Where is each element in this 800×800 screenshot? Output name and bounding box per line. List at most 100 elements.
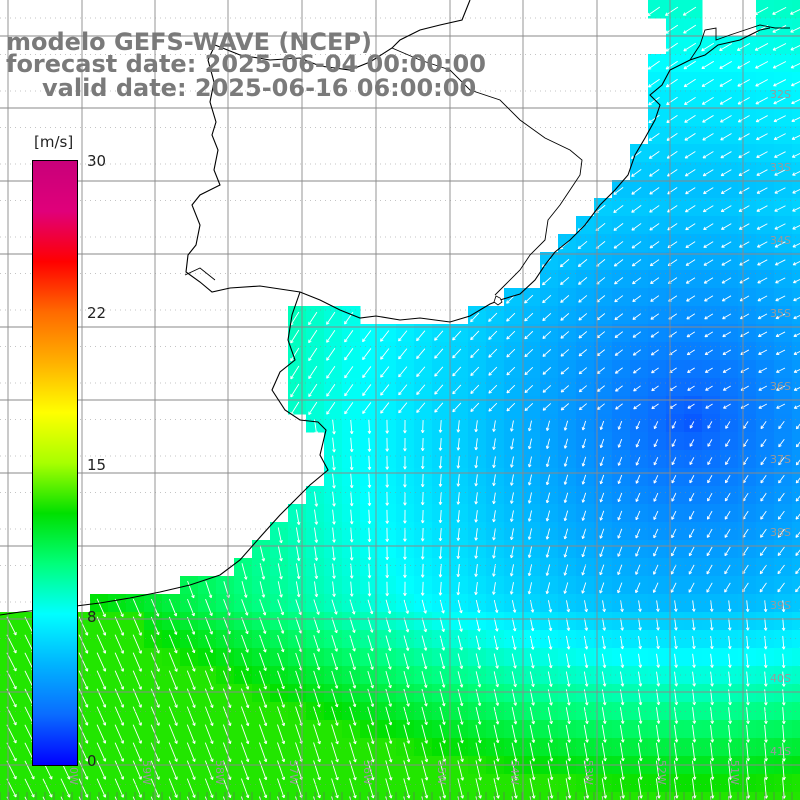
wind-arrow [665, 6, 679, 16]
legend-tick: 30 [87, 152, 107, 170]
wind-arrow [755, 61, 769, 69]
wind-arrow [648, 96, 660, 106]
wind-arrow [650, 277, 660, 285]
wind-arrow [702, 205, 714, 213]
wind-arrow [721, 259, 732, 266]
wind-arrow [738, 169, 750, 176]
wind-arrow [632, 295, 642, 303]
wind-cell [792, 396, 800, 415]
wind-arrow [686, 313, 696, 320]
lon-label: 59W [140, 760, 153, 785]
wind-arrow [792, 188, 800, 194]
wind-arrow [720, 205, 732, 213]
wind-arrow [721, 241, 732, 248]
lon-label: 58W [213, 760, 226, 785]
wind-arrow [774, 259, 786, 266]
wind-arrow [578, 277, 588, 285]
wind-arrow [773, 115, 786, 123]
wind-cell [792, 576, 800, 595]
wind-arrow [685, 187, 696, 195]
wind-arrow [362, 330, 372, 343]
wind-arrow [792, 278, 800, 284]
wind-arrow [719, 60, 733, 69]
wind-arrow [380, 330, 390, 342]
legend-tick: 15 [87, 456, 107, 474]
wind-arrow [704, 295, 714, 302]
wind-arrow [791, 152, 800, 158]
wind-cell [792, 684, 800, 703]
wind-arrow [754, 6, 769, 15]
wind-arrow [666, 114, 678, 123]
wind-arrow [632, 313, 642, 320]
wind-arrow [755, 79, 769, 87]
wind-arrow [685, 277, 696, 284]
wind-cell [792, 288, 800, 307]
wind-arrow [416, 330, 426, 342]
wind-arrow [613, 187, 624, 195]
wind-arrow [703, 259, 714, 266]
wind-arrow [721, 277, 732, 284]
wind-arrow [631, 205, 642, 213]
legend-tick: 8 [87, 608, 97, 626]
wind-arrow [756, 223, 768, 230]
wind-arrow [719, 42, 733, 52]
wind-arrow [649, 259, 660, 267]
wind-arrow [792, 170, 800, 176]
wind-arrow [703, 187, 714, 195]
wind-cell [792, 522, 800, 541]
wind-arrow [290, 329, 300, 344]
wind-arrow [577, 240, 588, 250]
wind-arrow [649, 205, 660, 213]
lat-label: 38S [770, 526, 791, 539]
wind-arrow [665, 78, 678, 88]
wind-arrow [702, 115, 714, 123]
lat-label: 33S [770, 161, 791, 174]
wind-arrow [722, 313, 732, 320]
wind-arrow [613, 204, 624, 213]
wind-arrow [614, 313, 624, 321]
wind-arrow [739, 277, 750, 284]
wind-arrow [308, 329, 318, 344]
wind-arrow [773, 133, 786, 141]
wind-arrow [792, 242, 800, 248]
lat-label: 40S [770, 672, 791, 685]
wind-arrow [684, 133, 696, 141]
wind-arrow [772, 7, 787, 15]
wind-arrow [326, 311, 336, 325]
wind-arrow [757, 277, 768, 284]
wind-arrow [772, 43, 787, 51]
wind-arrow [684, 96, 696, 105]
wind-arrow [701, 97, 714, 105]
wind-arrow [648, 114, 660, 124]
wind-arrow [542, 294, 552, 304]
wind-arrow [684, 115, 696, 123]
wind-cell [792, 0, 800, 19]
wind-arrow [720, 115, 732, 123]
wind-arrow [560, 313, 570, 321]
wind-arrow [703, 223, 714, 231]
wind-arrow [774, 151, 786, 158]
wind-arrow [631, 169, 642, 177]
wind-arrow [792, 206, 800, 212]
wind-arrow [791, 80, 800, 87]
valid-date: valid date: 2025-06-16 06:00:00 [42, 74, 477, 102]
wind-cell [792, 468, 800, 487]
wind-arrow [756, 133, 768, 141]
wind-cell [792, 450, 800, 469]
wind-arrow [308, 311, 318, 326]
wind-cell [792, 252, 800, 271]
wind-cell [792, 774, 800, 793]
wind-cell [792, 324, 800, 343]
lat-label: 32S [770, 88, 791, 101]
wind-arrow [559, 258, 570, 268]
wind-arrow [721, 295, 732, 302]
wind-arrow [774, 241, 786, 248]
forecast-date: forecast date: 2025-06-04 00:00:00 [6, 50, 486, 78]
wind-arrow [650, 295, 660, 302]
wind-arrow [578, 313, 588, 321]
wind-arrow [773, 97, 786, 105]
wind-arrow [703, 277, 714, 284]
wind-arrow [648, 151, 660, 159]
wind-arrow [701, 60, 714, 70]
wind-arrow [737, 79, 750, 87]
